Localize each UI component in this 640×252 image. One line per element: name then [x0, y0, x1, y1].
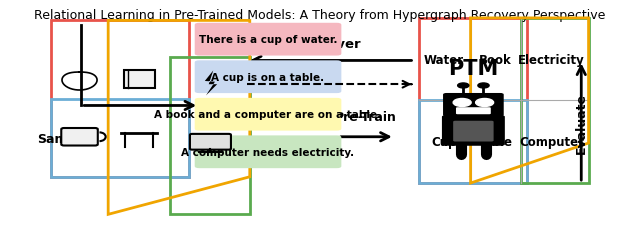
Text: PTM: PTM	[448, 59, 499, 79]
Text: Relational Learning in Pre-Trained Models: A Theory from Hypergraph Recovery Per: Relational Learning in Pre-Trained Model…	[35, 9, 605, 22]
Text: A computer needs electricity.: A computer needs electricity.	[182, 147, 355, 157]
FancyBboxPatch shape	[195, 99, 341, 131]
Circle shape	[478, 84, 489, 89]
Text: Evaluate: Evaluate	[575, 93, 588, 154]
Text: A cup is on a table.: A cup is on a table.	[211, 72, 324, 82]
Circle shape	[458, 84, 469, 89]
Text: Pre-Train: Pre-Train	[335, 111, 397, 123]
FancyBboxPatch shape	[190, 134, 231, 150]
FancyBboxPatch shape	[442, 116, 505, 146]
Text: Computer: Computer	[519, 136, 584, 149]
FancyBboxPatch shape	[195, 136, 341, 169]
Text: Book: Book	[479, 53, 511, 67]
Text: Cup: Cup	[431, 136, 457, 149]
FancyBboxPatch shape	[124, 71, 154, 89]
Circle shape	[476, 99, 493, 107]
FancyBboxPatch shape	[195, 61, 341, 94]
FancyBboxPatch shape	[456, 108, 491, 115]
FancyBboxPatch shape	[61, 129, 98, 146]
Text: Sample: Sample	[37, 132, 89, 145]
FancyBboxPatch shape	[195, 24, 341, 56]
Circle shape	[453, 99, 471, 107]
Text: There is a cup of water.: There is a cup of water.	[199, 35, 337, 45]
Text: Table: Table	[478, 136, 513, 149]
Polygon shape	[205, 71, 217, 96]
Text: Water: Water	[424, 53, 464, 67]
FancyBboxPatch shape	[453, 121, 493, 142]
FancyBboxPatch shape	[443, 93, 504, 117]
Text: A book and a computer are on a table.: A book and a computer are on a table.	[154, 110, 381, 120]
Text: Recover: Recover	[300, 38, 361, 51]
Text: Electricity: Electricity	[518, 53, 585, 67]
